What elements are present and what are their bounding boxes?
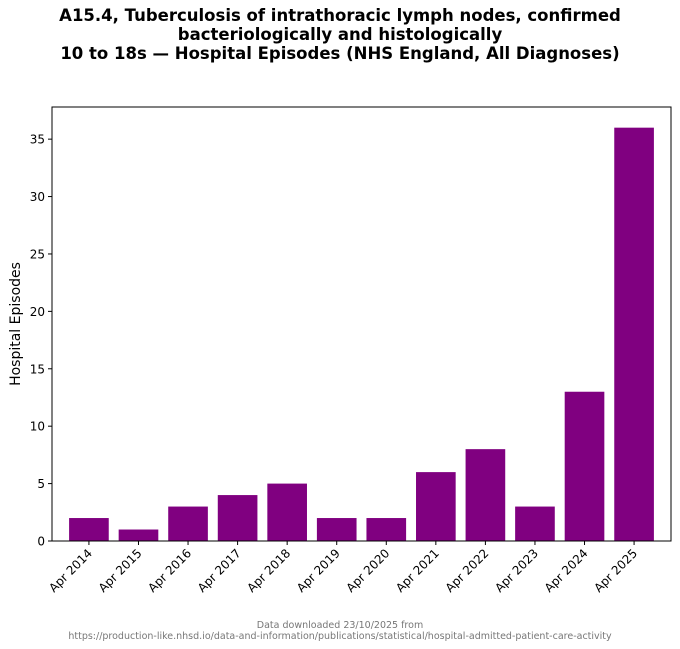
footer-line-2: https://production-like.nhsd.io/data-and… <box>68 631 612 642</box>
bar-apr-2020 <box>366 518 407 541</box>
x-tick-label: Apr 2019 <box>294 546 343 595</box>
bar-apr-2024 <box>564 391 605 541</box>
plot-frame <box>51 106 672 542</box>
x-tick-label: Apr 2020 <box>344 546 393 595</box>
x-tick-label: Apr 2024 <box>542 546 591 595</box>
x-tick-label: Apr 2016 <box>145 546 194 595</box>
y-tick-label: 15 <box>30 362 45 376</box>
y-tick-label: 25 <box>30 247 45 261</box>
bar-apr-2023 <box>515 506 555 541</box>
footer-note: Data downloaded 23/10/2025 from https://… <box>0 620 680 642</box>
bar-apr-2016 <box>168 506 208 541</box>
bar-apr-2025 <box>614 127 654 542</box>
x-tick-label: Apr 2018 <box>244 546 293 595</box>
x-tick-label: Apr 2022 <box>443 546 492 595</box>
y-tick-label: 35 <box>30 133 45 147</box>
bar-apr-2022 <box>465 449 506 541</box>
chart-title: A15.4, Tuberculosis of intrathoracic lym… <box>0 6 680 63</box>
y-tick-label: 0 <box>37 535 45 549</box>
x-tick-label: Apr 2014 <box>46 546 95 595</box>
x-tick-label: Apr 2021 <box>393 546 442 595</box>
y-tick-label: 5 <box>37 477 45 491</box>
chart-title-line-2: bacteriologically and histologically <box>177 25 503 44</box>
footer-line-1: Data downloaded 23/10/2025 from <box>256 620 424 631</box>
y-tick-label: 30 <box>30 190 45 204</box>
x-axis: Apr 2014 Apr 2015 Apr 2016 Apr 2017 Apr 2018… <box>46 541 640 595</box>
chart-title-line-3: 10 to 18s — Hospital Episodes (NHS Engla… <box>60 44 620 63</box>
x-tick-label: Apr 2025 <box>591 546 640 595</box>
x-tick-label: Apr 2017 <box>195 546 244 595</box>
x-tick-label: Apr 2023 <box>492 546 541 595</box>
chart-title-line-1: A15.4, Tuberculosis of intrathoracic lym… <box>59 6 621 25</box>
bar-apr-2017 <box>217 495 258 541</box>
bar-apr-2019 <box>316 518 357 541</box>
bar-apr-2014 <box>69 518 109 541</box>
bar-apr-2021 <box>416 472 456 541</box>
y-axis-label: Hospital Episodes <box>8 262 24 386</box>
x-tick-label: Apr 2015 <box>96 546 145 595</box>
bars-group <box>69 127 654 542</box>
y-axis: 0 5 10 15 20 25 30 35 <box>30 133 52 549</box>
bar-apr-2015 <box>118 529 159 541</box>
y-tick-label: 10 <box>30 420 45 434</box>
y-tick-label: 20 <box>30 305 45 319</box>
bar-apr-2018 <box>267 483 307 541</box>
